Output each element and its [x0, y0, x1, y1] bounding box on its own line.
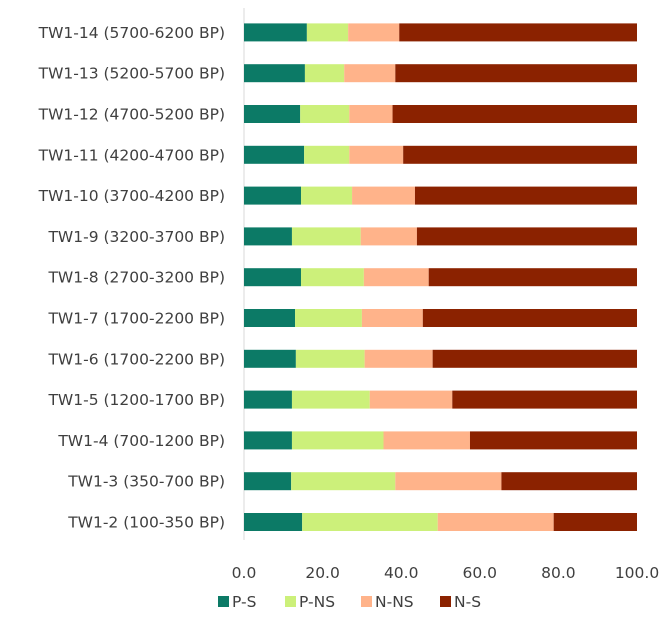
bar-segment-n-s-row-11 — [501, 472, 637, 491]
category-label: TW1-12 (4700-5200 BP) — [38, 106, 225, 124]
bar-segment-p-s-row-12 — [244, 513, 303, 531]
bar-segment-n-s-row-12 — [553, 513, 637, 531]
x-tick-label: 40.0 — [384, 564, 419, 582]
bar-segment-p-s-row-9 — [244, 390, 292, 409]
bar-segment-n-s-row-9 — [452, 390, 637, 409]
bar-segment-p-ns-row-5 — [291, 227, 361, 246]
bar-segment-n-ns-row-10 — [383, 431, 470, 450]
bar-segment-n-s-row-3 — [403, 145, 637, 164]
bar-segment-n-ns-row-9 — [369, 390, 453, 409]
x-tick-labels: 0.0 20.0 40.0 60.0 80.0 100.0 — [232, 564, 660, 582]
x-tick-label: 100.0 — [615, 564, 659, 582]
bar-segment-n-ns-row-2 — [349, 105, 393, 123]
legend-swatch-n-ns — [361, 596, 372, 607]
category-label: TW1-11 (4200-4700 BP) — [38, 146, 225, 164]
category-label: TW1-3 (350-700 BP) — [67, 473, 225, 491]
bar-segment-n-ns-row-7 — [361, 309, 423, 327]
legend: P-S P-NS N-NS N-S — [218, 593, 481, 611]
bar-segment-n-ns-row-5 — [360, 227, 417, 246]
x-tick-label: 0.0 — [232, 564, 257, 582]
category-label: TW1-6 (1700-2200 BP) — [47, 350, 225, 368]
bar-segment-n-ns-row-11 — [395, 472, 502, 491]
bar-segment-n-s-row-1 — [395, 64, 637, 83]
bar-segment-n-s-row-7 — [422, 309, 637, 327]
bar-segment-p-ns-row-2 — [300, 105, 350, 123]
bar-segment-p-s-row-11 — [244, 472, 292, 491]
bar-segment-n-s-row-6 — [428, 268, 637, 287]
bar-segment-n-s-row-10 — [469, 431, 637, 450]
bar-segment-n-ns-row-4 — [352, 186, 415, 205]
legend-label: P-NS — [299, 593, 335, 611]
category-label: TW1-13 (5200-5700 BP) — [38, 65, 225, 83]
bar-segment-n-s-row-0 — [399, 23, 637, 42]
bar-segment-p-ns-row-9 — [291, 390, 370, 409]
category-label: TW1-9 (3200-3700 BP) — [47, 228, 225, 246]
legend-swatch-n-s — [440, 596, 451, 607]
legend-label: N-NS — [375, 593, 414, 611]
bar-segment-n-ns-row-0 — [348, 23, 400, 42]
bar-segment-n-s-row-5 — [416, 227, 637, 246]
bar-segment-p-s-row-5 — [244, 227, 292, 246]
bar-segment-p-ns-row-11 — [291, 472, 396, 491]
x-tick-label: 20.0 — [305, 564, 340, 582]
category-label: TW1-7 (1700-2200 BP) — [47, 310, 225, 328]
category-label: TW1-8 (2700-3200 BP) — [47, 269, 225, 287]
bar-segment-p-ns-row-12 — [302, 513, 438, 531]
bar-segment-p-ns-row-10 — [291, 431, 384, 450]
bar-segment-p-ns-row-7 — [295, 309, 362, 327]
bar-segment-n-s-row-4 — [414, 186, 637, 205]
legend-label: P-S — [232, 593, 256, 611]
bar-segment-p-ns-row-4 — [300, 186, 353, 205]
category-labels: TW1-14 (5700-6200 BP) TW1-13 (5200-5700 B… — [38, 24, 225, 532]
bar-segment-p-s-row-3 — [244, 145, 305, 164]
legend-swatch-p-s — [218, 596, 229, 607]
bar-segment-n-ns-row-12 — [437, 513, 554, 531]
legend-label: N-S — [454, 593, 481, 611]
category-label: TW1-5 (1200-1700 BP) — [47, 391, 225, 409]
bar-segment-p-s-row-6 — [244, 268, 301, 287]
bar-segment-p-s-row-0 — [244, 23, 307, 42]
bar-segment-p-s-row-4 — [244, 186, 301, 205]
bar-segment-n-ns-row-1 — [344, 64, 396, 83]
bar-segment-p-s-row-7 — [244, 309, 296, 327]
bar-segment-p-ns-row-0 — [306, 23, 349, 42]
bar-segment-n-ns-row-6 — [363, 268, 429, 287]
x-tick-label: 60.0 — [463, 564, 498, 582]
bar-segment-p-s-row-2 — [244, 105, 301, 123]
category-label: TW1-2 (100-350 BP) — [67, 514, 225, 532]
bar-segment-n-ns-row-3 — [349, 145, 404, 164]
bar-segment-p-s-row-8 — [244, 349, 296, 368]
bar-segment-p-ns-row-1 — [304, 64, 345, 83]
category-label: TW1-4 (700-1200 BP) — [57, 432, 225, 450]
category-label: TW1-10 (3700-4200 BP) — [38, 187, 225, 205]
x-tick-label: 80.0 — [541, 564, 576, 582]
bar-segment-p-ns-row-8 — [295, 349, 365, 368]
bar-segment-p-ns-row-6 — [300, 268, 364, 287]
bar-segment-n-ns-row-8 — [364, 349, 433, 368]
bars-layer — [244, 23, 637, 531]
bar-segment-p-s-row-1 — [244, 64, 305, 83]
bar-segment-p-ns-row-3 — [304, 145, 350, 164]
legend-swatch-p-ns — [285, 596, 296, 607]
bar-segment-n-s-row-8 — [432, 349, 637, 368]
bar-segment-n-s-row-2 — [392, 105, 637, 123]
category-label: TW1-14 (5700-6200 BP) — [38, 24, 225, 42]
bar-segment-p-s-row-10 — [244, 431, 292, 450]
